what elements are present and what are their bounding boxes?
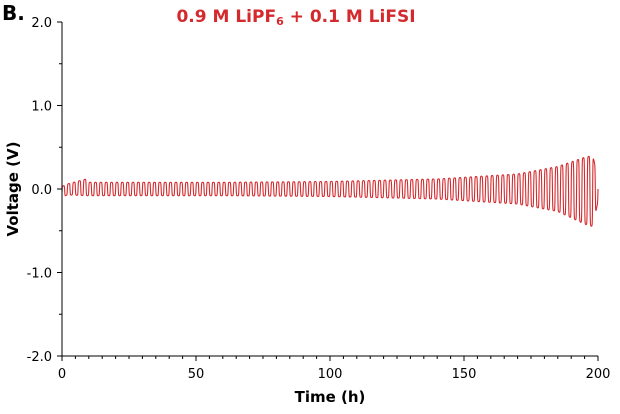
chart-title-suffix: + 0.1 M LiFSI — [284, 7, 416, 27]
x-tick-label: 150 — [452, 367, 477, 382]
panel-label: B. — [2, 1, 25, 25]
y-axis-title: Voltage (V) — [4, 142, 22, 237]
voltage-series-line — [61, 155, 599, 227]
chart-title: 0.9 M LiPF6 + 0.1 M LiFSI — [176, 7, 415, 28]
y-tick-label: 2.0 — [31, 16, 52, 31]
series-layer — [61, 155, 599, 227]
y-tick-label: -2.0 — [27, 350, 52, 365]
x-tick-label: 200 — [586, 367, 611, 382]
chart-title-subscript: 6 — [276, 15, 284, 28]
x-axis-title: Time (h) — [295, 388, 366, 406]
x-tick-label: 100 — [318, 367, 343, 382]
y-axis-ticks: -2.0 -1.0 0.0 1.0 2.0 — [27, 16, 62, 365]
y-tick-label: 1.0 — [31, 100, 52, 115]
x-tick-label: 0 — [58, 367, 66, 382]
x-axis-ticks: 0 50 100 150 200 — [58, 356, 611, 382]
y-tick-label: 0.0 — [31, 183, 52, 198]
x-tick-label: 50 — [188, 367, 205, 382]
chart-title-prefix: 0.9 M LiPF — [176, 7, 276, 27]
y-tick-label: -1.0 — [27, 267, 52, 282]
